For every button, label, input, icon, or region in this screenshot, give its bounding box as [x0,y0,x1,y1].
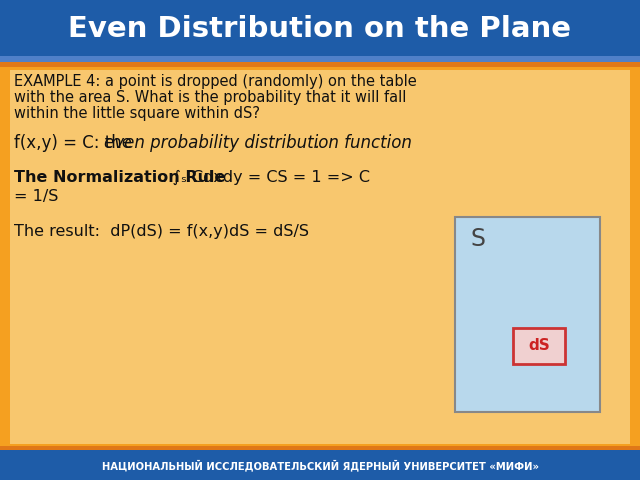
Text: The Normalization Rule: The Normalization Rule [14,170,225,185]
Text: within the little square within dS?: within the little square within dS? [14,106,260,121]
Text: Even Distribution on the Plane: Even Distribution on the Plane [68,15,572,43]
Bar [0,446,640,450]
Text: The result:  dP(dS) = f(x,y)dS = dS/S: The result: dP(dS) = f(x,y)dS = dS/S [14,224,309,239]
Bar [455,217,600,412]
Bar [0,62,640,67]
Text: with the area S. What is the probability that it will fall: with the area S. What is the probability… [14,90,406,105]
Text: EXAMPLE 4: a point is dropped (randomly) on the table: EXAMPLE 4: a point is dropped (randomly)… [14,74,417,89]
Text: dS: dS [528,338,550,353]
Bar [513,328,565,364]
Text: : ∫ₛ Cdxdy = CS = 1 => C: : ∫ₛ Cdxdy = CS = 1 => C [162,170,370,185]
Text: even probability distribution function: even probability distribution function [104,134,412,152]
Bar [0,450,640,480]
Bar [10,70,630,444]
Bar [0,0,640,62]
Text: = 1/S: = 1/S [14,189,58,204]
Bar [0,56,640,62]
Text: НАЦИОНАЛЬНЫЙ ИССЛЕДОВАТЕЛЬСКИЙ ЯДЕРНЫЙ УНИВЕРСИТЕТ «МИФИ»: НАЦИОНАЛЬНЫЙ ИССЛЕДОВАТЕЛЬСКИЙ ЯДЕРНЫЙ У… [102,459,538,471]
Text: f(x,y) = C: the: f(x,y) = C: the [14,134,137,152]
Text: .: . [314,134,319,152]
Text: S: S [471,227,486,251]
